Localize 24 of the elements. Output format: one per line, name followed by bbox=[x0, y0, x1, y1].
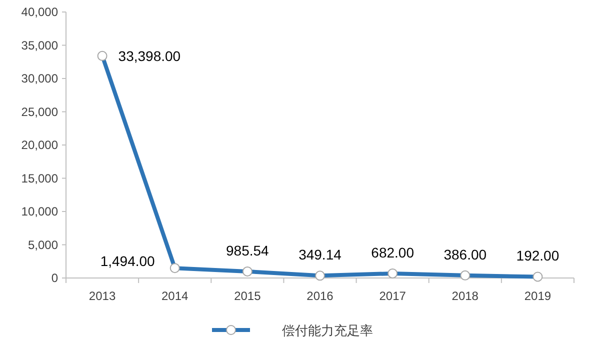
data-label: 985.54 bbox=[226, 242, 270, 258]
y-tick-label: 15,000 bbox=[21, 171, 58, 186]
x-tick-label: 2013 bbox=[88, 289, 116, 303]
text: 偿付能力充足率 bbox=[282, 323, 373, 338]
y-tick-label: 30,000 bbox=[21, 72, 58, 86]
x-tick-label: 2015 bbox=[234, 289, 262, 303]
y-tick-label: 20,000 bbox=[21, 138, 58, 152]
data-label: 386.00 bbox=[444, 246, 487, 262]
y-tick-label: 10,000 bbox=[21, 204, 58, 218]
y-tick-label: 0 bbox=[51, 271, 58, 285]
x-tick-label: 2018 bbox=[452, 289, 479, 303]
x-tick-label: 2016 bbox=[306, 289, 334, 303]
x-tick-label: 2017 bbox=[379, 289, 406, 303]
x-tick-label: 2019 bbox=[524, 289, 552, 303]
y-tick-label: 35,000 bbox=[21, 38, 58, 52]
data-label: 192.00 bbox=[516, 248, 560, 264]
y-tick-label: 5,000 bbox=[28, 238, 58, 252]
y-tick-label: 40,000 bbox=[21, 5, 58, 19]
x-tick-label: 2014 bbox=[162, 289, 189, 303]
y-tick-label: 25,000 bbox=[21, 104, 58, 119]
data-label: 682.00 bbox=[371, 244, 414, 260]
data-label: 349.14 bbox=[298, 246, 342, 263]
data-label: 33,398.00 bbox=[118, 48, 181, 64]
data-label: 1,494.00 bbox=[100, 253, 156, 270]
